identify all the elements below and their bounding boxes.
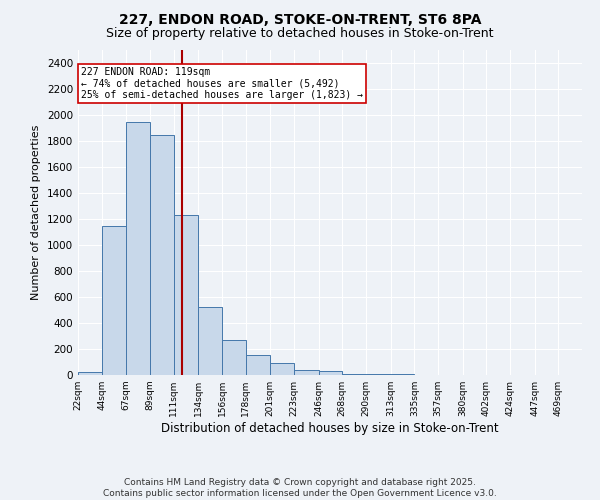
Bar (294, 370, 319, 375)
Bar (319, 371, 343, 375)
Bar (101, 226, 127, 375)
Text: 227 ENDON ROAD: 119sqm
← 74% of detached houses are smaller (5,492)
25% of semi-: 227 ENDON ROAD: 119sqm ← 74% of detached… (81, 67, 363, 100)
Bar (127, 122, 150, 375)
Bar (173, 215, 199, 375)
Bar (343, 374, 366, 375)
Bar (391, 374, 415, 375)
Bar (245, 355, 271, 375)
Bar (199, 308, 222, 375)
Bar (271, 364, 294, 375)
X-axis label: Distribution of detached houses by size in Stoke-on-Trent: Distribution of detached houses by size … (161, 422, 499, 435)
Bar (222, 340, 245, 375)
Text: Contains HM Land Registry data © Crown copyright and database right 2025.
Contai: Contains HM Land Registry data © Crown c… (103, 478, 497, 498)
Text: Size of property relative to detached houses in Stoke-on-Trent: Size of property relative to detached ho… (106, 28, 494, 40)
Bar (150, 134, 173, 375)
Y-axis label: Number of detached properties: Number of detached properties (31, 125, 41, 300)
Text: 227, ENDON ROAD, STOKE-ON-TRENT, ST6 8PA: 227, ENDON ROAD, STOKE-ON-TRENT, ST6 8PA (119, 12, 481, 26)
Bar (78, 372, 101, 375)
Bar (366, 374, 391, 375)
